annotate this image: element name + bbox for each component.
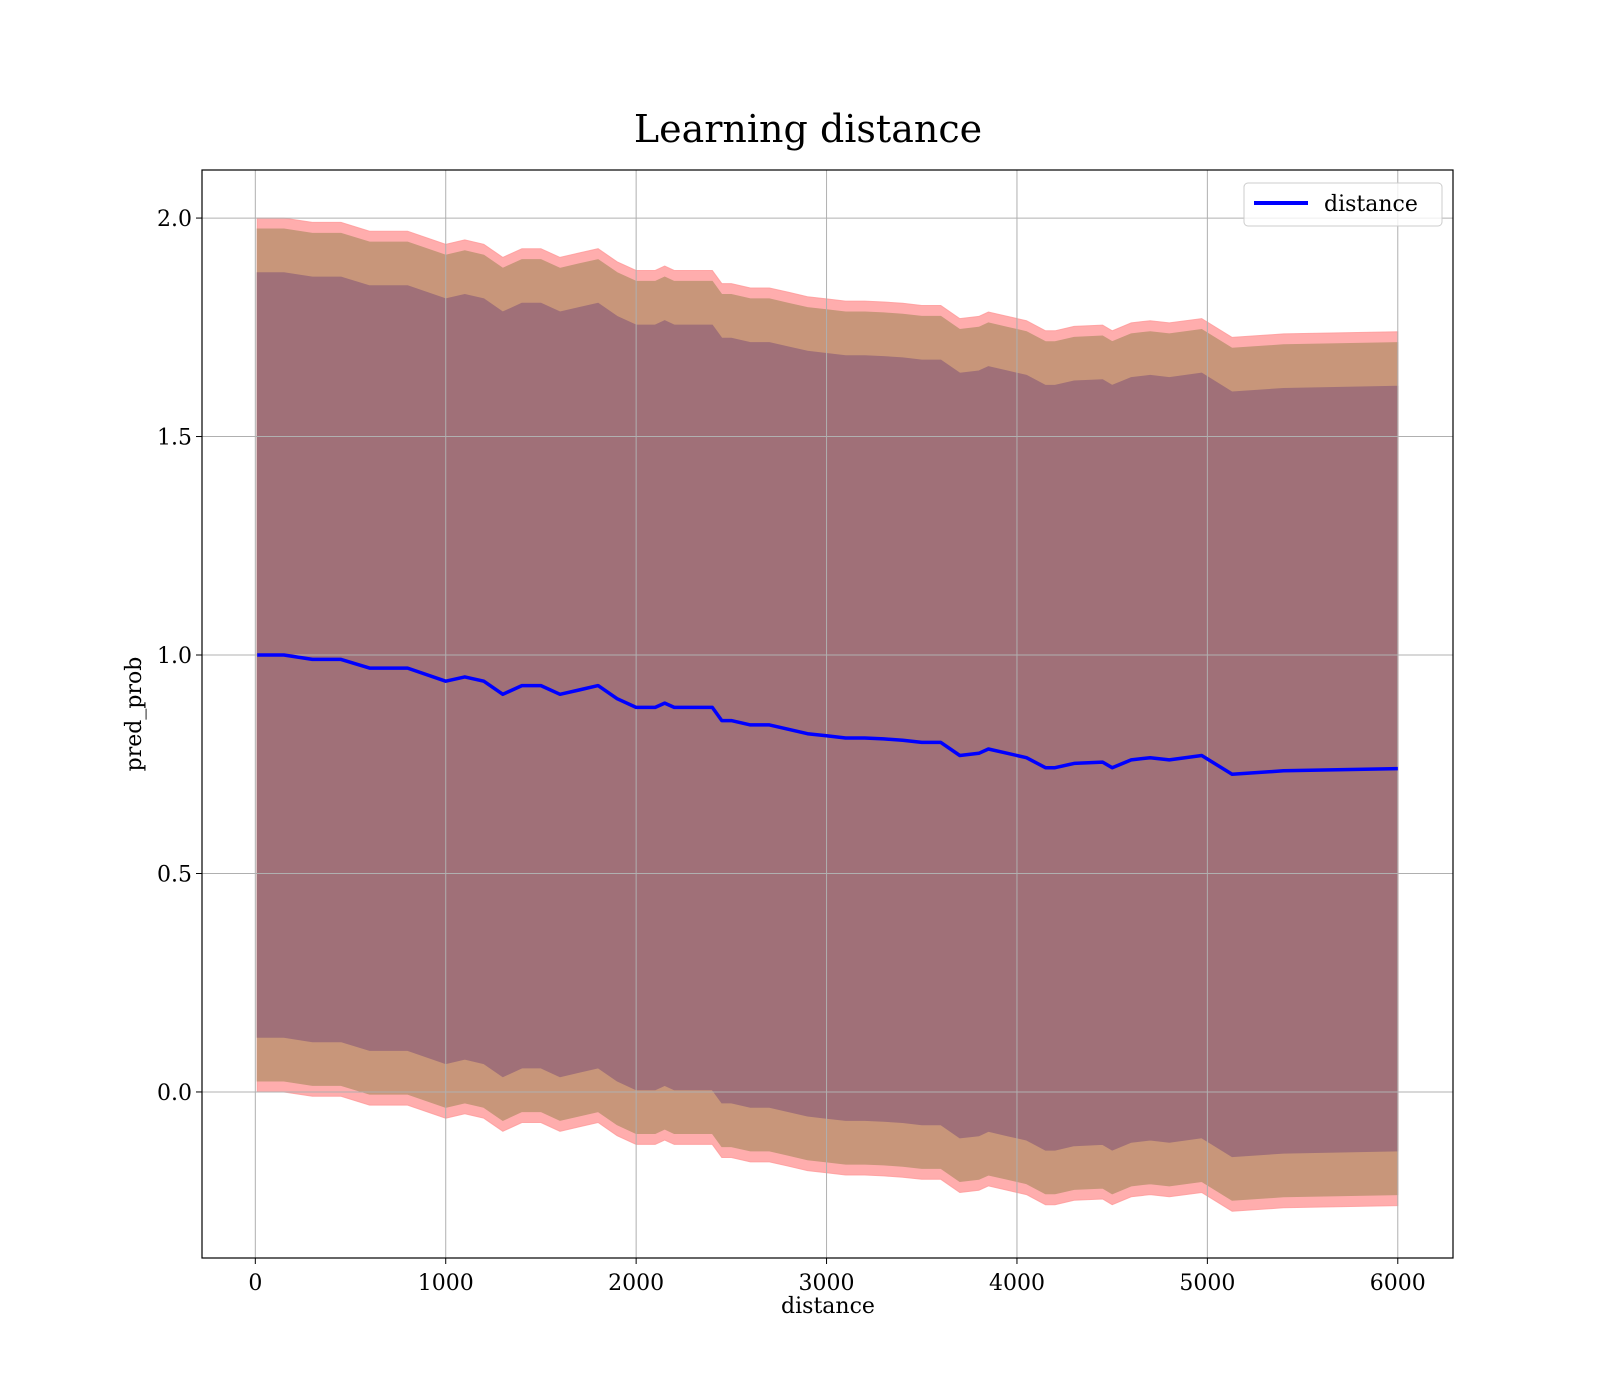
legend-box <box>1243 182 1443 227</box>
y-tick-label: 0.5 <box>157 862 192 887</box>
series-lines <box>257 653 1398 777</box>
y-axis-label: pred_prob <box>122 657 147 772</box>
y-tick-label: 2.0 <box>157 207 192 232</box>
x-tick-label: 4000 <box>989 1271 1045 1296</box>
x-tick-label: 0 <box>248 1271 262 1296</box>
x-axis-label: distance <box>781 1294 875 1319</box>
series-line-distance <box>257 653 1398 777</box>
confidence-bands <box>256 217 1399 1212</box>
y-tick-label: 1.5 <box>157 426 192 451</box>
y-tick-label: 1.0 <box>157 644 192 669</box>
x-tick-label: 3000 <box>799 1271 855 1296</box>
x-tick-label: 6000 <box>1370 1271 1426 1296</box>
grid-lines <box>202 170 1453 1258</box>
y-axis-ticks: 0.0 0.5 1.0 1.5 2.0 <box>157 207 202 1106</box>
x-tick-label: 5000 <box>1179 1271 1235 1296</box>
plot-area <box>202 170 1453 1258</box>
legend-label-distance: distance <box>1324 192 1418 217</box>
x-tick-label: 1000 <box>418 1271 474 1296</box>
y-tick-label: 0.0 <box>157 1081 192 1106</box>
legend: distance <box>1243 182 1443 227</box>
chart-title: Learning distance <box>634 107 982 151</box>
x-tick-label: 2000 <box>608 1271 664 1296</box>
band-inner <box>256 272 1399 1158</box>
x-axis-ticks: 0 1000 2000 3000 4000 5000 6000 <box>248 1258 1426 1296</box>
plot-frame <box>201 169 1454 1259</box>
